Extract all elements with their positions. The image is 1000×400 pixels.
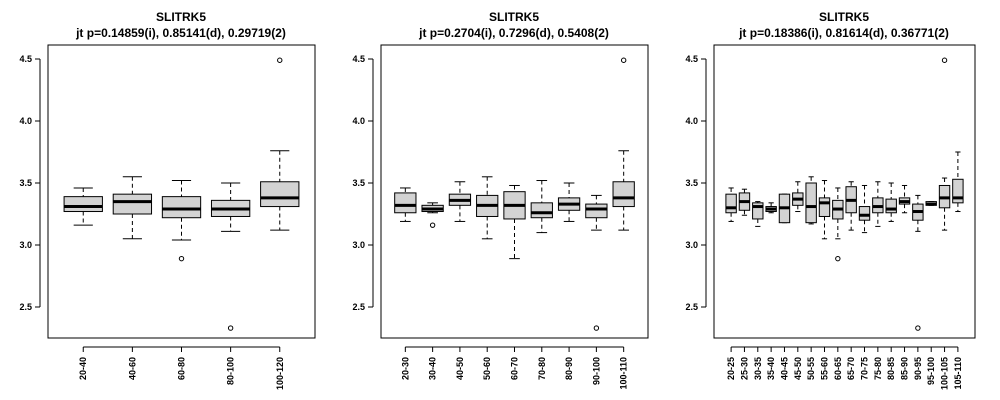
x-tick-label: 25-30: [739, 357, 749, 380]
box: [725, 193, 737, 214]
box: [752, 202, 764, 220]
x-tick-label: 50-60: [482, 357, 492, 380]
x-tick-label: 50-55: [806, 357, 816, 380]
x-tick-label: 100-110: [619, 357, 629, 390]
x-tick-label: 90-95: [913, 357, 923, 380]
y-tick-label: 4.5: [352, 54, 365, 64]
y-tick-label: 4.5: [19, 54, 32, 64]
y-tick-label: 3.0: [685, 240, 698, 250]
outlier-point: [429, 222, 436, 228]
y-tick-label: 4.0: [685, 116, 698, 126]
x-tick-label: 35-40: [766, 357, 776, 380]
y-tick-label: 2.5: [19, 302, 32, 312]
x-tick-label: 80-85: [886, 357, 896, 380]
outlier-point: [593, 325, 600, 331]
x-tick-label: 40-50: [455, 357, 465, 380]
y-tick-label: 4.0: [19, 116, 32, 126]
plot-frame: [47, 44, 316, 339]
chart-title: SLITRK5: [489, 10, 539, 24]
outlier-point: [277, 57, 283, 63]
box: [260, 181, 300, 208]
x-tick-label: 80-90: [564, 357, 574, 380]
x-tick-label: 85-90: [900, 357, 910, 380]
x-tick-label: 30-40: [428, 357, 438, 380]
outlier-point: [835, 255, 841, 262]
x-tick-label: 45-50: [793, 357, 803, 380]
x-tick-label: 75-80: [873, 357, 883, 380]
plot-frame: [380, 44, 649, 339]
box: [112, 193, 153, 215]
x-tick-label: 100-105: [940, 357, 950, 390]
x-tick-label: 20-40: [78, 357, 88, 380]
x-tick-label: 20-30: [400, 357, 410, 380]
x-tick-label: 70-80: [537, 357, 547, 380]
box: [612, 181, 635, 208]
y-tick-label: 4.0: [352, 116, 365, 126]
outlier-point: [941, 57, 948, 63]
plot-frame: [713, 44, 976, 339]
x-tick-label: 95-100: [926, 357, 936, 385]
x-tick-label: 105-110: [953, 357, 963, 390]
box: [818, 197, 831, 217]
x-tick-label: 40-60: [127, 357, 137, 380]
outlier-point: [915, 325, 921, 331]
x-tick-label: 80-100: [226, 357, 236, 385]
box: [530, 202, 553, 219]
outlier-point: [227, 325, 234, 331]
box: [161, 196, 202, 219]
y-tick-label: 3.5: [685, 178, 698, 188]
chart-title: SLITRK5: [819, 10, 869, 24]
box: [63, 196, 103, 213]
box: [394, 192, 417, 214]
x-tick-label: 60-80: [177, 357, 187, 380]
chart-title: SLITRK5: [156, 10, 206, 24]
y-tick-label: 3.0: [19, 240, 32, 250]
y-tick-label: 3.5: [352, 178, 365, 188]
y-tick-label: 3.5: [19, 178, 32, 188]
box: [858, 206, 871, 221]
outlier-point: [178, 255, 185, 262]
x-tick-label: 70-75: [860, 357, 870, 380]
chart-subtitle: jt p=0.2704(i), 0.7296(d), 0.5408(2): [418, 26, 609, 40]
box: [585, 203, 608, 219]
y-tick-label: 2.5: [685, 302, 698, 312]
box: [885, 198, 897, 214]
chart-subtitle: jt p=0.18386(i), 0.81614(d), 0.36771(2): [738, 26, 949, 40]
y-tick-label: 2.5: [352, 302, 365, 312]
x-tick-label: 30-35: [753, 357, 763, 380]
x-tick-label: 60-65: [833, 357, 843, 380]
x-tick-label: 60-70: [510, 357, 520, 380]
x-tick-label: 90-100: [591, 357, 601, 385]
x-tick-label: 55-60: [819, 357, 829, 380]
y-tick-label: 3.0: [352, 240, 365, 250]
outlier-point: [620, 57, 627, 63]
x-tick-label: 20-25: [726, 357, 736, 380]
x-tick-label: 65-70: [846, 357, 856, 380]
chart-subtitle: jt p=0.14859(i), 0.85141(d), 0.29719(2): [75, 26, 286, 40]
x-tick-label: 100-120: [275, 357, 285, 390]
box: [805, 182, 817, 224]
box: [952, 178, 964, 204]
y-tick-label: 4.5: [685, 54, 698, 64]
x-tick-label: 40-45: [779, 357, 789, 380]
